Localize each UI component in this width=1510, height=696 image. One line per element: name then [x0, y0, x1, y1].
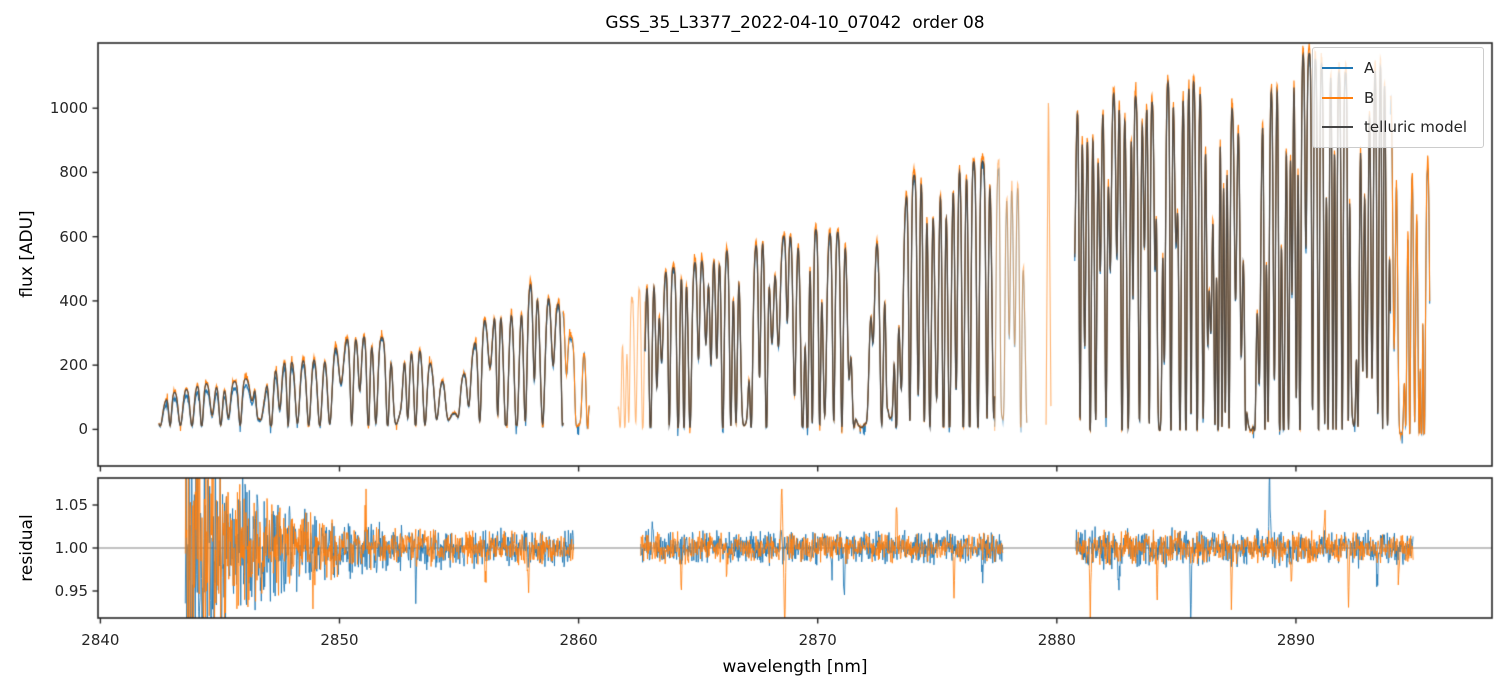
legend-label-a: A: [1364, 58, 1375, 77]
legend-label-b: B: [1364, 88, 1375, 107]
legend: A B telluric model: [1312, 47, 1484, 148]
legend-entry-telluric-model: telluric model: [1322, 112, 1474, 142]
legend-line-telluric-icon: [1322, 126, 1353, 129]
legend-entry-b: B: [1322, 83, 1474, 113]
residual-axis-label: residual: [17, 514, 37, 582]
plot-title: GSS_35_L3377_2022-04-10_07042 order 08: [605, 13, 985, 33]
legend-label-telluric-model: telluric model: [1364, 118, 1468, 137]
legend-entry-a: A: [1322, 53, 1474, 83]
wavelength-axis-label: wavelength [nm]: [722, 657, 868, 677]
flux-axis-label: flux [ADU]: [17, 210, 37, 298]
legend-line-b-icon: [1322, 96, 1353, 99]
legend-line-a-icon: [1322, 66, 1353, 69]
